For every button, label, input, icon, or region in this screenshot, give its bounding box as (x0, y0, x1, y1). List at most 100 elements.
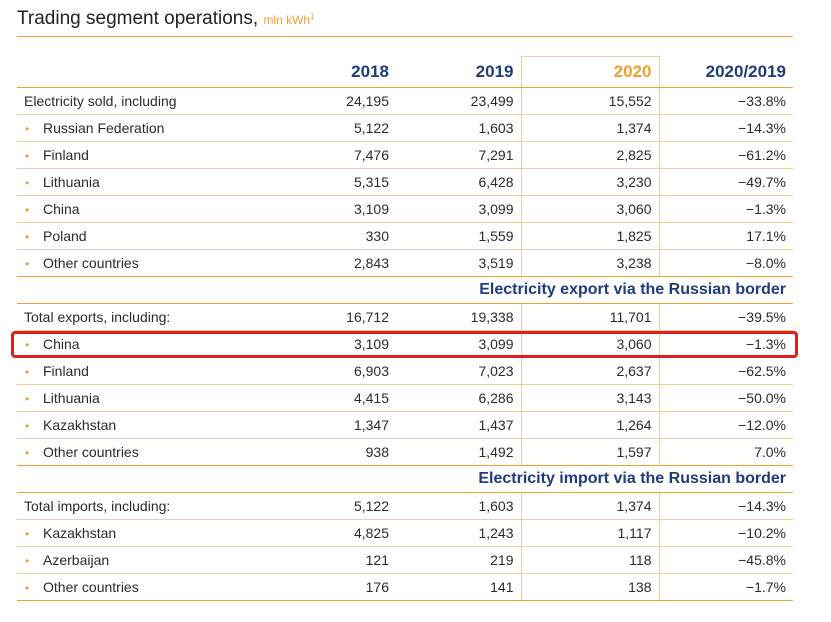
cell-2019: 3,099 (396, 330, 521, 358)
table-row: • China 3,109 3,099 3,060 −1.3% (17, 195, 793, 223)
cell-2019: 141 (396, 573, 521, 601)
section-heading-export: Electricity export via the Russian borde… (17, 276, 793, 304)
cell-change: −8.0% (659, 249, 793, 277)
table-row: • Lithuania 5,315 6,428 3,230 −49.7% (17, 168, 793, 196)
bullet-icon: • (25, 392, 30, 406)
row-label: • Russian Federation (17, 114, 270, 142)
cell-2020: 2,825 (520, 141, 660, 169)
cell-change: −14.3% (659, 114, 793, 142)
cell-2020: 3,060 (520, 330, 660, 358)
row-label: • China (17, 330, 270, 358)
cell-2020: 1,825 (520, 222, 660, 250)
cell-2020: 1,597 (520, 438, 660, 466)
header-label (17, 56, 270, 88)
cell-2019: 1,492 (396, 438, 521, 466)
cell-2019: 3,519 (396, 249, 521, 277)
cell-2020: 3,143 (520, 384, 660, 412)
cell-2019: 219 (396, 546, 521, 574)
row-label: • Poland (17, 222, 270, 250)
bullet-icon: • (25, 365, 30, 379)
cell-2020: 1,374 (520, 492, 660, 520)
bullet-icon: • (25, 419, 30, 433)
table-row: • Finland 6,903 7,023 2,637 −62.5% (17, 357, 793, 385)
cell-2018: 6,903 (270, 357, 396, 385)
cell-change: −62.5% (659, 357, 793, 385)
table-row: • Azerbaijan 121 219 118 −45.8% (17, 546, 793, 574)
cell-2018: 176 (270, 573, 396, 601)
cell-change: −49.7% (659, 168, 793, 196)
cell-2020: 15,552 (520, 87, 660, 115)
cell-2018: 2,843 (270, 249, 396, 277)
header-change: 2020/2019 (659, 56, 793, 88)
cell-2019: 7,291 (396, 141, 521, 169)
cell-2018: 5,315 (270, 168, 396, 196)
bullet-icon: • (25, 527, 30, 541)
cell-2018: 3,109 (270, 195, 396, 223)
cell-change: −39.5% (659, 303, 793, 331)
cell-change: −33.8% (659, 87, 793, 115)
row-label: Total imports, including: (17, 492, 270, 520)
cell-change: 7.0% (659, 438, 793, 466)
row-label: Electricity sold, including (17, 87, 270, 115)
cell-change: −10.2% (659, 519, 793, 547)
table-row: • Other countries 2,843 3,519 3,238 −8.0% (17, 249, 793, 277)
table-row-highlighted: • China 3,109 3,099 3,060 −1.3% (17, 330, 793, 358)
cell-2020: 1,374 (520, 114, 660, 142)
cell-2018: 4,825 (270, 519, 396, 547)
cell-change: −1.3% (659, 330, 793, 358)
row-label: • Lithuania (17, 168, 270, 196)
cell-2018: 330 (270, 222, 396, 250)
cell-change: 17.1% (659, 222, 793, 250)
cell-2018: 5,122 (270, 492, 396, 520)
section-heading-import: Electricity import via the Russian borde… (17, 465, 793, 493)
table-row-export-total: Total exports, including: 16,712 19,338 … (17, 303, 793, 331)
cell-2020: 2,637 (520, 357, 660, 385)
highlight-box (11, 331, 798, 358)
cell-2019: 3,099 (396, 195, 521, 223)
bullet-icon: • (25, 338, 30, 352)
cell-2019: 19,338 (396, 303, 521, 331)
row-label: • Finland (17, 141, 270, 169)
row-label: Total exports, including: (17, 303, 270, 331)
table-row: • Lithuania 4,415 6,286 3,143 −50.0% (17, 384, 793, 412)
bullet-icon: • (25, 203, 30, 217)
table-row: • Other countries 938 1,492 1,597 7.0% (17, 438, 793, 466)
cell-2020: 118 (520, 546, 660, 574)
cell-2018: 1,347 (270, 411, 396, 439)
bullet-icon: • (25, 122, 30, 136)
table-row: • Kazakhstan 1,347 1,437 1,264 −12.0% (17, 411, 793, 439)
header-2018: 2018 (270, 56, 396, 88)
cell-change: −12.0% (659, 411, 793, 439)
cell-2018: 16,712 (270, 303, 396, 331)
cell-2019: 1,603 (396, 114, 521, 142)
cell-2018: 7,476 (270, 141, 396, 169)
bullet-icon: • (25, 257, 30, 271)
row-label: • China (17, 195, 270, 223)
row-label: • Azerbaijan (17, 546, 270, 574)
import-heading: Electricity import via the Russian borde… (17, 465, 793, 493)
cell-2019: 7,023 (396, 357, 521, 385)
export-heading: Electricity export via the Russian borde… (17, 276, 793, 304)
cell-change: −50.0% (659, 384, 793, 412)
cell-2018: 4,415 (270, 384, 396, 412)
bullet-icon: • (25, 446, 30, 460)
table-row-sold-total: Electricity sold, including 24,195 23,49… (17, 87, 793, 115)
table-row: • Poland 330 1,559 1,825 17.1% (17, 222, 793, 250)
row-label: • Other countries (17, 249, 270, 277)
header-row: 2018 2019 2020 2020/2019 (17, 56, 793, 88)
title-divider (17, 36, 793, 37)
row-label: • Lithuania (17, 384, 270, 412)
table-row: • Russian Federation 5,122 1,603 1,374 −1… (17, 114, 793, 142)
trading-table: 2018 2019 2020 2020/2019 Electricity sol… (17, 56, 793, 601)
bullet-icon: • (25, 176, 30, 190)
cell-change: −14.3% (659, 492, 793, 520)
bullet-icon: • (25, 581, 30, 595)
cell-2020: 1,117 (520, 519, 660, 547)
row-label: • Finland (17, 357, 270, 385)
title-text: Trading segment operations, (17, 8, 259, 29)
cell-change: −61.2% (659, 141, 793, 169)
cell-change: −1.7% (659, 573, 793, 601)
cell-2019: 1,603 (396, 492, 521, 520)
cell-2020: 1,264 (520, 411, 660, 439)
footnote-marker: 1 (310, 12, 315, 21)
